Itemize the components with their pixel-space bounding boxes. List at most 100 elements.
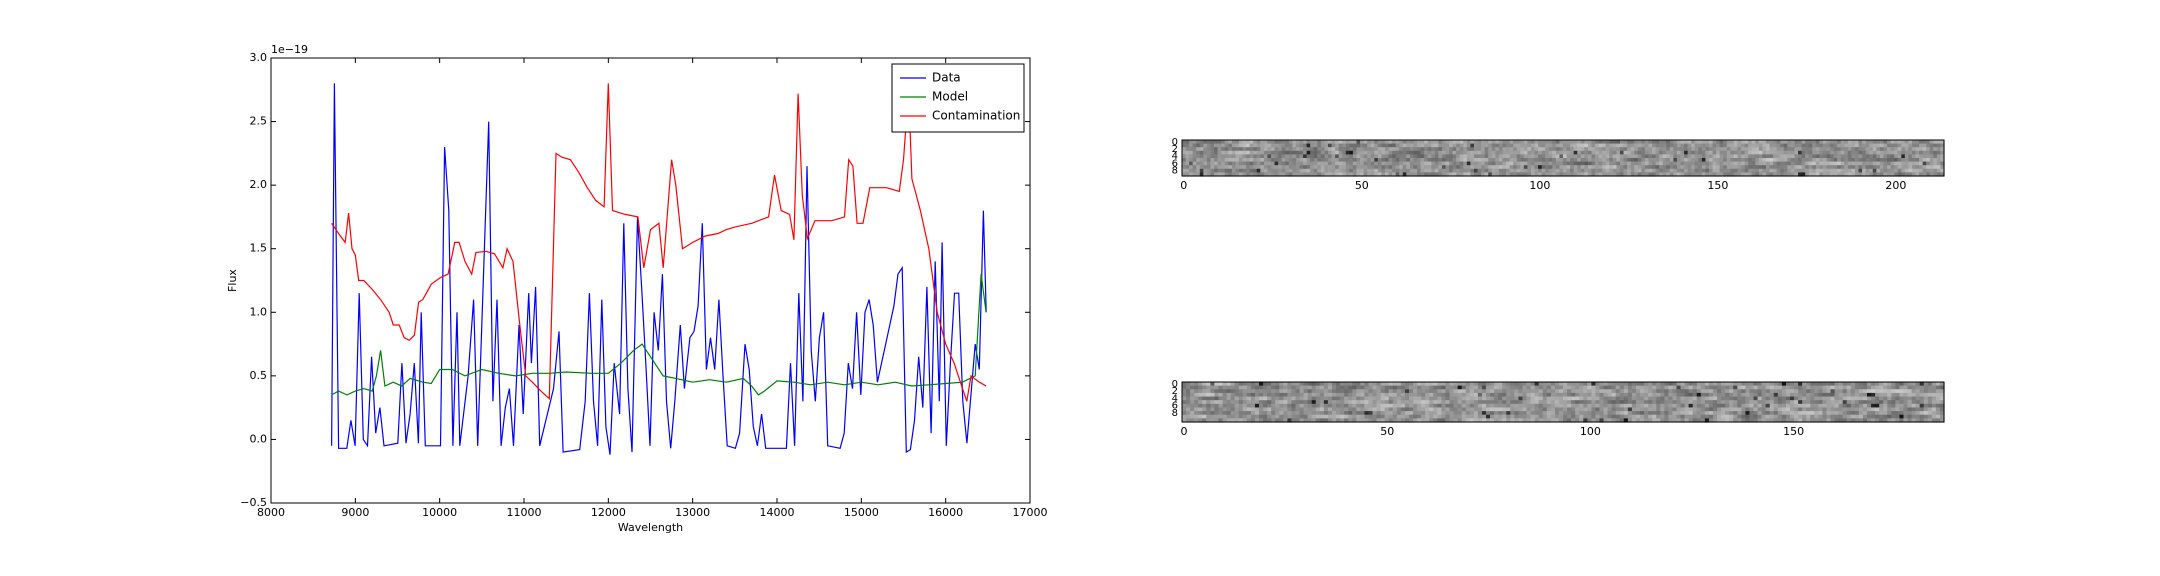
pixel	[1527, 147, 1532, 152]
pixel	[1785, 400, 1791, 405]
pixel	[1506, 403, 1511, 409]
pixel	[1644, 172, 1650, 177]
pixel	[1794, 385, 1799, 390]
pixel	[1425, 396, 1430, 401]
pixel	[1246, 161, 1251, 166]
pixel	[1320, 168, 1326, 173]
pixel	[1612, 150, 1618, 155]
pixel	[1908, 147, 1913, 152]
pixel	[1876, 158, 1881, 163]
pixel	[1737, 385, 1742, 390]
pixel	[1815, 140, 1820, 145]
pixel	[1802, 418, 1807, 423]
pixel	[1292, 161, 1297, 166]
pixel	[1733, 140, 1739, 145]
pixel	[1340, 414, 1345, 419]
pixel	[1769, 140, 1774, 145]
pixel	[1190, 396, 1195, 401]
pixel	[1587, 382, 1592, 387]
pixel	[1498, 150, 1504, 155]
pixel	[1413, 154, 1418, 159]
pixel	[1356, 407, 1361, 412]
pixel	[1687, 140, 1692, 145]
pixel	[1927, 414, 1933, 419]
pixel	[1526, 396, 1532, 401]
pixel	[1303, 150, 1308, 155]
pixel	[1413, 411, 1418, 416]
pixel	[1595, 168, 1600, 173]
pixel	[1189, 147, 1194, 152]
pixel	[1263, 140, 1269, 145]
pixel	[1899, 382, 1905, 387]
pixel	[1381, 150, 1386, 155]
pixel	[1206, 143, 1212, 148]
pixel	[1520, 158, 1525, 163]
pixel	[1306, 168, 1311, 173]
pixel	[1580, 154, 1585, 159]
pixel	[1380, 389, 1386, 394]
pixel	[1899, 407, 1905, 412]
pixel	[1733, 385, 1738, 390]
pixel	[1669, 168, 1674, 173]
pixel	[1311, 392, 1317, 398]
pixel	[1935, 396, 1941, 401]
pixel	[1421, 418, 1426, 423]
pixel	[1619, 400, 1625, 405]
pixel	[1254, 396, 1260, 401]
pixel	[1506, 150, 1511, 155]
pixel	[1392, 407, 1398, 412]
pixel	[1725, 389, 1730, 394]
pixel	[1737, 168, 1742, 173]
pixel	[1498, 168, 1504, 173]
pixel	[1206, 158, 1212, 163]
pixel	[1445, 396, 1451, 401]
pixel	[1538, 400, 1544, 405]
pixel	[1794, 161, 1799, 166]
pixel	[1522, 396, 1528, 401]
pixel	[1777, 403, 1783, 409]
pixel	[1364, 396, 1370, 401]
pixel	[1591, 418, 1597, 423]
pixel	[1283, 389, 1288, 394]
pixel	[1364, 400, 1370, 405]
pixel	[1826, 403, 1832, 409]
pixel	[1427, 172, 1432, 177]
pixel	[1830, 407, 1836, 412]
pixel	[1652, 154, 1657, 159]
pixel	[1242, 143, 1247, 148]
pixel	[1673, 168, 1678, 173]
pixel	[1748, 172, 1753, 177]
pixel	[1834, 411, 1840, 416]
pixel	[1392, 392, 1398, 398]
pixel	[1563, 392, 1568, 398]
pixel	[1587, 147, 1593, 152]
pixel	[1939, 411, 1945, 416]
pixel	[1441, 400, 1447, 405]
pixel	[1307, 414, 1313, 419]
pixel	[1218, 392, 1224, 398]
pixel	[1356, 385, 1361, 390]
pixel	[1395, 172, 1400, 177]
pixel	[1327, 172, 1333, 177]
pixel	[1234, 400, 1240, 405]
pixel	[1749, 411, 1755, 416]
pixel	[1340, 400, 1345, 405]
pixel	[1271, 168, 1276, 173]
pixel	[1907, 400, 1913, 405]
pixel	[1374, 161, 1379, 166]
pixel	[1894, 154, 1899, 159]
pixel	[1327, 414, 1333, 419]
pixel	[1327, 168, 1333, 173]
pixel	[1481, 396, 1487, 401]
pixel	[1631, 396, 1637, 401]
pixel	[1598, 168, 1603, 173]
pixel	[1190, 385, 1195, 390]
pixel	[1672, 411, 1678, 416]
pixel	[1887, 385, 1892, 390]
pixel	[1745, 400, 1751, 405]
pixel	[1812, 147, 1817, 152]
pixel	[1789, 414, 1795, 419]
pixel	[1306, 165, 1311, 170]
pixel	[1424, 158, 1429, 163]
pixel	[1490, 403, 1495, 409]
